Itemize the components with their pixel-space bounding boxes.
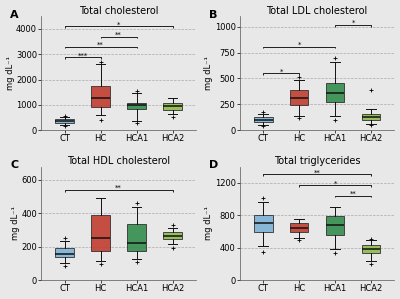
PathPatch shape bbox=[91, 86, 110, 106]
PathPatch shape bbox=[55, 248, 74, 257]
PathPatch shape bbox=[290, 90, 308, 105]
Title: Total cholesterol: Total cholesterol bbox=[79, 6, 158, 16]
Text: *: * bbox=[298, 42, 301, 48]
Y-axis label: mg dL⁻¹: mg dL⁻¹ bbox=[11, 207, 20, 240]
PathPatch shape bbox=[326, 216, 344, 235]
PathPatch shape bbox=[91, 215, 110, 251]
PathPatch shape bbox=[290, 223, 308, 232]
Text: **: ** bbox=[350, 191, 356, 197]
PathPatch shape bbox=[163, 103, 182, 110]
Text: **: ** bbox=[115, 185, 122, 191]
Y-axis label: mg dL⁻¹: mg dL⁻¹ bbox=[204, 56, 213, 90]
Text: **: ** bbox=[314, 170, 320, 176]
Text: B: B bbox=[209, 10, 217, 19]
Title: Total triglycerides: Total triglycerides bbox=[274, 156, 360, 166]
Y-axis label: mg dL⁻¹: mg dL⁻¹ bbox=[204, 207, 213, 240]
Text: *: * bbox=[351, 20, 355, 26]
Text: ***: *** bbox=[78, 52, 88, 58]
PathPatch shape bbox=[55, 120, 74, 123]
PathPatch shape bbox=[127, 224, 146, 251]
PathPatch shape bbox=[326, 83, 344, 102]
Title: Total HDL cholesterol: Total HDL cholesterol bbox=[67, 156, 170, 166]
Text: *: * bbox=[117, 22, 120, 28]
PathPatch shape bbox=[254, 117, 272, 122]
PathPatch shape bbox=[254, 215, 272, 232]
Text: *: * bbox=[334, 180, 337, 186]
PathPatch shape bbox=[127, 103, 146, 109]
PathPatch shape bbox=[362, 245, 380, 253]
PathPatch shape bbox=[163, 232, 182, 239]
PathPatch shape bbox=[362, 114, 380, 120]
Y-axis label: mg dL⁻¹: mg dL⁻¹ bbox=[6, 56, 14, 90]
Text: D: D bbox=[209, 160, 218, 170]
Text: **: ** bbox=[97, 42, 104, 48]
Text: C: C bbox=[10, 160, 18, 170]
Title: Total LDL cholesterol: Total LDL cholesterol bbox=[266, 6, 368, 16]
Text: **: ** bbox=[115, 32, 122, 38]
Text: *: * bbox=[280, 69, 283, 75]
Text: A: A bbox=[10, 10, 19, 19]
